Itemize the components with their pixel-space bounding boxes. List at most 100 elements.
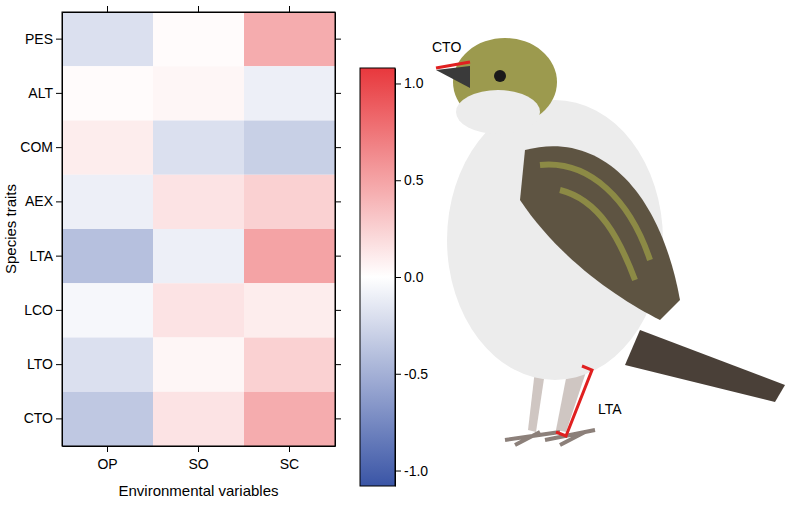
tick bbox=[335, 310, 341, 311]
cell bbox=[153, 229, 244, 283]
tick bbox=[335, 93, 341, 94]
tick-mark bbox=[395, 277, 401, 278]
annotation: LTA bbox=[598, 401, 622, 417]
tick-mark bbox=[335, 418, 341, 419]
tick-label: LTA bbox=[29, 248, 53, 264]
axis-line bbox=[335, 13, 336, 447]
cell bbox=[244, 229, 335, 283]
tick-mark bbox=[395, 83, 401, 84]
cell bbox=[244, 121, 335, 175]
tick bbox=[107, 6, 108, 12]
tick-label: 1.0 bbox=[404, 75, 424, 91]
cells bbox=[62, 12, 335, 446]
tick-label: SO bbox=[188, 456, 208, 472]
tick-mark bbox=[198, 446, 199, 452]
tick-mark bbox=[335, 364, 341, 365]
tick: LTO bbox=[27, 356, 62, 372]
tick bbox=[198, 6, 199, 12]
tick-label: CTO bbox=[24, 410, 53, 426]
cell bbox=[62, 229, 153, 283]
tick-mark bbox=[289, 6, 290, 12]
tick-mark bbox=[56, 364, 62, 365]
x-axis-title: Environmental variables bbox=[118, 482, 278, 499]
cell bbox=[62, 175, 153, 229]
cell bbox=[153, 175, 244, 229]
cell bbox=[244, 392, 335, 446]
cell bbox=[244, 283, 335, 337]
tick-mark bbox=[56, 310, 62, 311]
tick-label: OP bbox=[97, 456, 117, 472]
tick-label: COM bbox=[20, 139, 53, 155]
cell bbox=[153, 12, 244, 66]
plot-frame bbox=[62, 12, 335, 446]
tick: PES bbox=[25, 31, 62, 47]
leg bbox=[528, 370, 545, 432]
tick-label: 0.5 bbox=[404, 172, 424, 188]
cell bbox=[244, 12, 335, 66]
cell bbox=[62, 66, 153, 120]
cell bbox=[62, 338, 153, 392]
tick-label: -1.0 bbox=[404, 462, 428, 478]
tick-mark bbox=[56, 418, 62, 419]
colorbar bbox=[360, 68, 395, 486]
tick-mark bbox=[107, 6, 108, 12]
tick-label: LTO bbox=[27, 356, 53, 372]
throat bbox=[456, 90, 540, 134]
cell bbox=[153, 392, 244, 446]
cell bbox=[244, 66, 335, 120]
tick: 0.5 bbox=[395, 172, 424, 188]
tick-mark bbox=[395, 374, 401, 375]
tick-label: LCO bbox=[24, 302, 53, 318]
tick-label: PES bbox=[25, 31, 53, 47]
cell bbox=[153, 66, 244, 120]
cell bbox=[62, 12, 153, 66]
tick bbox=[335, 256, 341, 257]
tick: AEX bbox=[25, 193, 62, 209]
tick-mark bbox=[395, 471, 401, 472]
tick-mark bbox=[56, 39, 62, 40]
tick bbox=[289, 6, 290, 12]
bracket bbox=[436, 62, 470, 68]
tick-mark bbox=[56, 201, 62, 202]
tick: ALT bbox=[28, 85, 62, 101]
tick-label: 0.0 bbox=[404, 269, 424, 285]
tick: 0.0 bbox=[395, 269, 424, 285]
y-axis-right bbox=[335, 13, 341, 447]
cell bbox=[62, 283, 153, 337]
tick bbox=[335, 364, 341, 365]
tick: -1.0 bbox=[395, 462, 428, 478]
cell bbox=[62, 392, 153, 446]
tick: CTO bbox=[24, 410, 62, 426]
wing-edge bbox=[540, 165, 650, 280]
tick: OP bbox=[97, 446, 117, 472]
tick-mark bbox=[198, 6, 199, 12]
tick-label: ALT bbox=[28, 85, 53, 101]
tick: COM bbox=[20, 139, 62, 155]
tick-mark bbox=[335, 147, 341, 148]
tick-label: AEX bbox=[25, 193, 54, 209]
beak bbox=[436, 66, 470, 88]
foot bbox=[505, 430, 595, 445]
axis-line bbox=[63, 12, 336, 13]
x-axis-top bbox=[63, 6, 336, 13]
x-axis: OPSOSC bbox=[63, 446, 336, 472]
chart: OPSOSCPESALTCOMAEXLTALCOLTOCTOEnvironmen… bbox=[0, 0, 786, 507]
tick-mark bbox=[395, 180, 401, 181]
tick: SO bbox=[188, 446, 208, 472]
axis-line bbox=[62, 13, 63, 447]
tick-mark bbox=[335, 310, 341, 311]
cell bbox=[153, 283, 244, 337]
tick bbox=[335, 147, 341, 148]
cell bbox=[62, 121, 153, 175]
cell bbox=[153, 121, 244, 175]
cell bbox=[244, 175, 335, 229]
y-axis: PES ALT COM AEX LTA LCO LTO CTO bbox=[20, 13, 62, 447]
tail bbox=[625, 330, 785, 402]
tick-mark bbox=[335, 93, 341, 94]
tick-mark bbox=[289, 446, 290, 452]
cell bbox=[153, 338, 244, 392]
tick-mark bbox=[335, 201, 341, 202]
tick-mark bbox=[335, 39, 341, 40]
tick-mark bbox=[56, 93, 62, 94]
eye bbox=[494, 70, 506, 82]
